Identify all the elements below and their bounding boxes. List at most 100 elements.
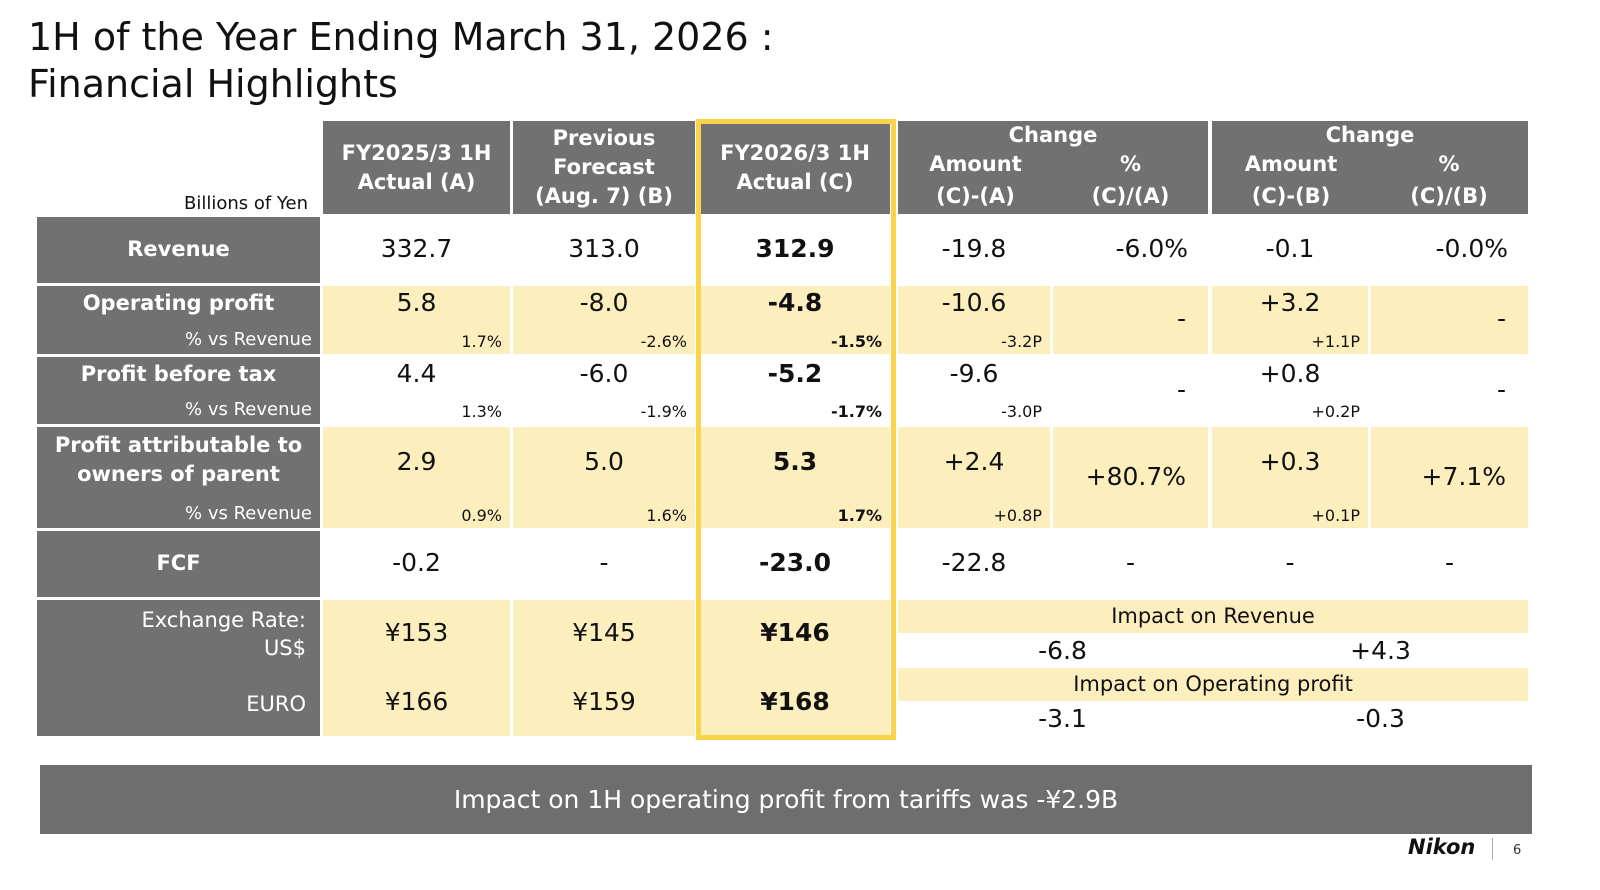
change_a-title: Change bbox=[1008, 123, 1098, 147]
sub-value: 1.3% bbox=[461, 402, 502, 421]
sub-value: -3.2P bbox=[1001, 332, 1042, 351]
sub-value: +1.1P bbox=[1311, 332, 1361, 351]
cell-r4-c1: -0.2 bbox=[323, 531, 510, 597]
cell-r2-c5: - bbox=[1053, 357, 1208, 424]
cell-r3-c5: +80.7% bbox=[1053, 427, 1208, 528]
value: +80.7% bbox=[1085, 461, 1186, 491]
fx-usd-value: ¥145 bbox=[572, 618, 636, 647]
cell-r2-c6: +0.8 +0.2P bbox=[1212, 357, 1368, 424]
fx-euro-value: ¥168 bbox=[760, 687, 830, 716]
row-label-text: Operating profit bbox=[82, 291, 275, 315]
change_b-pct: % bbox=[1438, 152, 1460, 176]
cell-r2-c1: 4.4 1.3% bbox=[323, 357, 510, 424]
value: -23.0 bbox=[758, 548, 832, 577]
cell-r2-c3: -5.2 -1.7% bbox=[700, 357, 890, 424]
cell-r4-c4: -22.8 bbox=[898, 531, 1050, 597]
sub-value: 1.7% bbox=[461, 332, 502, 351]
fx-euro-value: ¥159 bbox=[572, 687, 636, 716]
value: -0.2 bbox=[392, 548, 441, 577]
value: -0.1 bbox=[1265, 234, 1315, 263]
impact-band: Impact on Revenue bbox=[898, 600, 1528, 633]
value: - bbox=[1125, 548, 1136, 577]
cell-r4-c7: - bbox=[1371, 531, 1528, 597]
footer-divider bbox=[1492, 838, 1493, 860]
header-fy2025-actual-line: Actual (A) bbox=[357, 169, 476, 194]
value: 312.9 bbox=[755, 234, 835, 263]
change_a-amount-formula: (C)-(A) bbox=[936, 184, 1015, 208]
cell-r0-c6: -0.1 bbox=[1212, 217, 1368, 283]
row-label-text: Profit attributable to owners of parent bbox=[54, 433, 303, 486]
value: -10.6 bbox=[941, 288, 1007, 317]
value: 2.9 bbox=[396, 447, 437, 476]
value: -5.2 bbox=[767, 359, 823, 388]
sub-value: +0.2P bbox=[1311, 402, 1361, 421]
impact-band: Impact on Operating profit bbox=[898, 668, 1528, 701]
change_a-pct: % bbox=[1119, 152, 1142, 176]
change_b-header: Change Amount (C)-(B)% (C)/(B) bbox=[1212, 121, 1528, 214]
cell-r1-c3: -4.8 -1.5% bbox=[700, 286, 890, 354]
cell-r1-c6: +3.2 +1.1P bbox=[1212, 286, 1368, 354]
row-label-text: FCF bbox=[156, 551, 201, 575]
value: - bbox=[1444, 548, 1455, 577]
row-sub-label: % vs Revenue bbox=[185, 503, 312, 524]
value: -9.6 bbox=[949, 359, 999, 388]
fx-usd-value: ¥146 bbox=[760, 618, 830, 647]
header-previous-forecast-line: Forecast bbox=[553, 155, 655, 179]
cell-r0-c4: -19.8 bbox=[898, 217, 1050, 283]
fx-euro-value: ¥166 bbox=[384, 687, 449, 716]
change_b-title: Change bbox=[1325, 123, 1415, 147]
value: -22.8 bbox=[941, 548, 1007, 577]
sub-value: -1.5% bbox=[830, 332, 882, 351]
value: +2.4 bbox=[943, 447, 1005, 476]
change_b-amount: Amount bbox=[1244, 152, 1338, 176]
value: - bbox=[1176, 304, 1186, 333]
value: - bbox=[1176, 374, 1186, 404]
cell-r3-c2: 5.0 1.6% bbox=[513, 427, 695, 528]
cell-r0-c7: -0.0% bbox=[1371, 217, 1528, 283]
row-label-2: Profit before tax % vs Revenue bbox=[37, 357, 320, 424]
fx-label: Exchange Rate: bbox=[141, 608, 306, 632]
sub-value: 1.7% bbox=[837, 506, 882, 525]
header-fy2025-actual-line: FY2025/3 1H bbox=[341, 140, 492, 165]
header-previous-forecast: Previous Forecast (Aug. 7) (B) bbox=[513, 121, 695, 214]
title-line-2: Financial Highlights bbox=[28, 62, 398, 106]
sub-value: -3.0P bbox=[1001, 402, 1042, 421]
row-label-0: Revenue bbox=[37, 217, 320, 283]
cell-r4-c6: - bbox=[1212, 531, 1368, 597]
title-line-1: 1H of the Year Ending March 31, 2026 : bbox=[28, 15, 774, 59]
value: 313.0 bbox=[568, 234, 640, 263]
sub-value: -1.7% bbox=[830, 402, 882, 421]
cell-r1-c7: - bbox=[1371, 286, 1528, 354]
value: +3.2 bbox=[1259, 288, 1321, 317]
row-label-text: Profit before tax bbox=[80, 362, 277, 386]
sub-value: +0.1P bbox=[1311, 506, 1361, 525]
sub-value: +0.8P bbox=[993, 506, 1043, 525]
cell-r3-c6: +0.3 +0.1P bbox=[1212, 427, 1368, 528]
row-label-3: Profit attributable to owners of parent%… bbox=[37, 427, 320, 528]
sub-value: 1.6% bbox=[646, 506, 687, 525]
value: - bbox=[1496, 304, 1506, 333]
tariff-banner: Impact on 1H operating profit from tarif… bbox=[40, 765, 1532, 834]
header-fy2026-actual: FY2026/3 1H Actual (C) bbox=[700, 121, 890, 214]
value: 332.7 bbox=[380, 234, 453, 263]
sub-value: -1.9% bbox=[640, 402, 687, 421]
header-fy2026-actual-line: FY2026/3 1H bbox=[720, 140, 870, 165]
cell-r1-c1: 5.8 1.7% bbox=[323, 286, 510, 354]
fx-cell-3: ¥146 ¥168 bbox=[700, 600, 890, 736]
highlight-current-actual bbox=[696, 119, 896, 740]
header-fy2026-actual-line: Actual (C) bbox=[736, 169, 854, 194]
value: +0.8 bbox=[1259, 359, 1321, 388]
value: - bbox=[1285, 548, 1295, 577]
cell-r2-c4: -9.6 -3.0P bbox=[898, 357, 1050, 424]
fx-usd-value: ¥153 bbox=[384, 618, 449, 647]
fx-cell-2: ¥145 ¥159 bbox=[513, 600, 695, 736]
cell-r4-c3: -23.0 bbox=[700, 531, 890, 597]
impact-value: +4.3 bbox=[1350, 636, 1411, 665]
header-previous-forecast-line: Previous bbox=[552, 126, 656, 150]
value: -19.8 bbox=[941, 234, 1007, 263]
fx-usd-label: US$ bbox=[263, 636, 306, 660]
header-previous-forecast-line: (Aug. 7) (B) bbox=[535, 184, 673, 208]
cell-r3-c4: +2.4 +0.8P bbox=[898, 427, 1050, 528]
sub-value: -2.6% bbox=[640, 332, 687, 351]
fx-cell-1: ¥153 ¥166 bbox=[323, 600, 510, 736]
